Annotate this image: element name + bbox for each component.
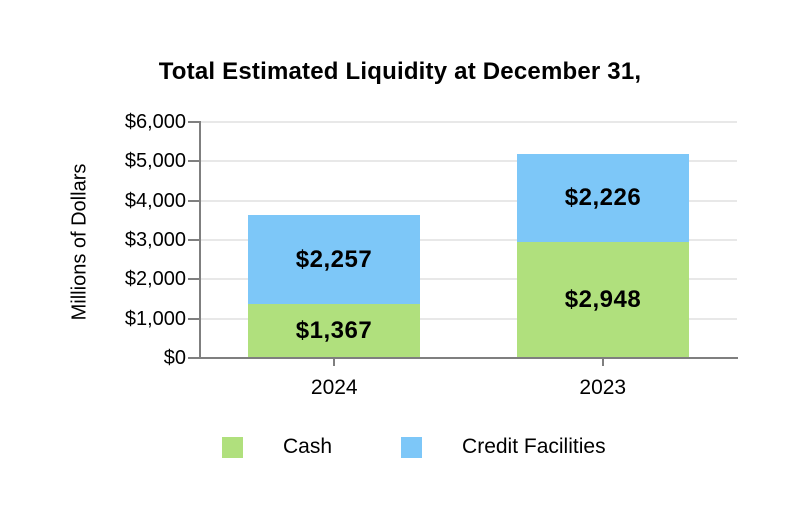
y-axis-line [199, 121, 201, 359]
gridline [201, 239, 737, 241]
x-tick-mark [601, 359, 604, 366]
gridline [201, 278, 737, 281]
y-tick-label: $3,000 [124, 229, 186, 251]
bar-value-label: $2,948 [564, 286, 642, 313]
x-axis-line [199, 357, 738, 359]
legend-label: Cash [283, 435, 333, 458]
x-axis-label-2024: 2024 [310, 376, 358, 399]
chart-title: Total Estimated Liquidity at December 31… [158, 58, 642, 85]
bar-value-label: $2,257 [295, 245, 373, 273]
y-tick-mark [188, 278, 200, 281]
y-tick-label: $4,000 [124, 189, 186, 212]
y-tick-label: $5,000 [124, 150, 186, 173]
legend-item-cash: Cash [222, 435, 332, 459]
x-tick-mark [333, 359, 336, 366]
gridline [201, 199, 737, 202]
gridline [201, 121, 737, 123]
legend: Cash Credit Facilities [222, 435, 606, 459]
y-tick-mark [188, 239, 200, 241]
gridline [201, 317, 737, 320]
y-tick-mark [188, 357, 200, 359]
y-tick-label: $6,000 [124, 111, 186, 133]
bar-value-label: $1,367 [295, 317, 373, 345]
legend-swatch [222, 436, 243, 458]
y-tick-label: $2,000 [124, 268, 186, 291]
y-tick-mark [188, 199, 200, 202]
y-tick-label: $1,000 [124, 307, 186, 330]
bar-segment-credit-facilities-2024: $2,257 [248, 215, 420, 305]
bar-segment-credit-facilities-2023: $2,226 [517, 154, 689, 243]
bar-value-label: $2,226 [564, 184, 642, 212]
legend-item-credit-facilities: Credit Facilities [401, 435, 606, 459]
y-tick-mark [188, 317, 200, 320]
y-tick-mark [188, 121, 200, 123]
bar-segment-cash-2024: $1,367 [248, 304, 420, 358]
x-axis-label-2023: 2023 [579, 376, 627, 399]
bar-segment-cash-2023: $2,948 [517, 242, 689, 358]
gridline [201, 160, 737, 163]
y-tick-mark [188, 160, 200, 163]
legend-swatch [401, 436, 423, 458]
legend-label: Credit Facilities [462, 435, 606, 458]
y-tick-label: $0 [163, 347, 186, 369]
